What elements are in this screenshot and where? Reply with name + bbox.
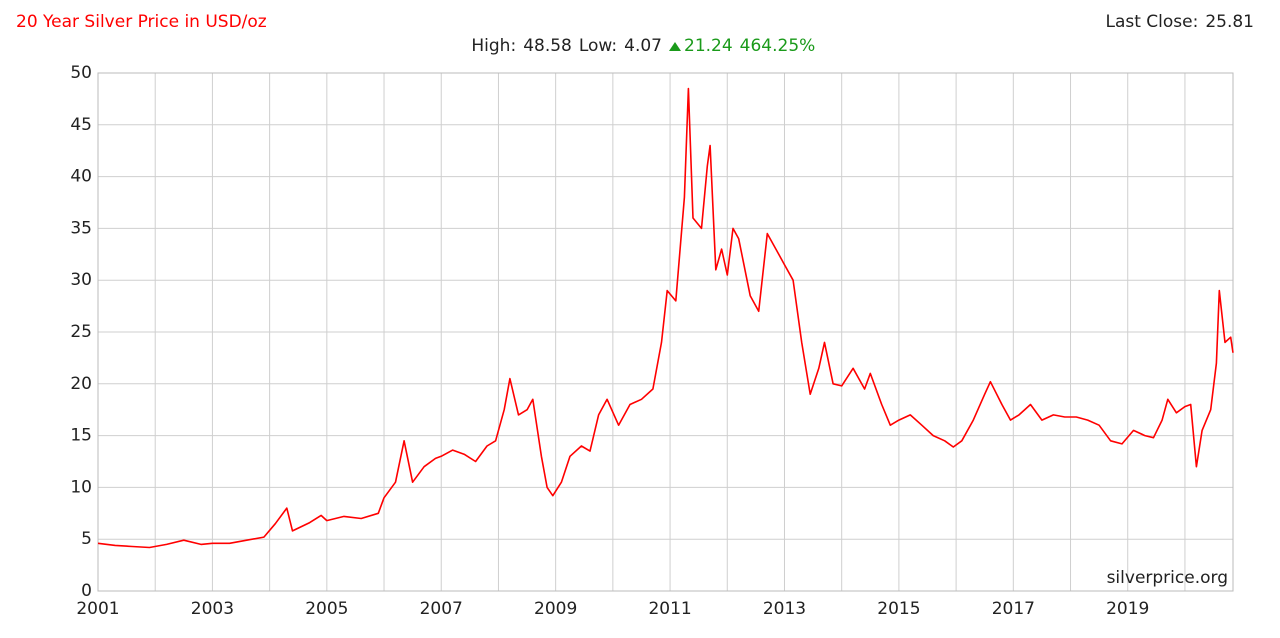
plot-area: 0 5 10 15 20 25 30 35 40 45 50 2001 2003 2005 2007 2009… [70, 63, 1234, 619]
up-arrow [669, 42, 681, 51]
x-tick-label: 2007 [420, 599, 463, 619]
high-value: 48.58 [523, 36, 572, 56]
y-tick-label: 50 [70, 63, 92, 83]
source: silverprice.org [1107, 568, 1228, 588]
x-tick-label: 2011 [648, 599, 691, 619]
y-tick-label: 40 [70, 167, 92, 187]
y-tick-label: 30 [70, 270, 92, 290]
low-label: Low: [579, 36, 617, 56]
y-tick-label: 5 [81, 529, 92, 549]
change-stats: 21.24 464.25% [684, 36, 815, 56]
chart-title: 20 Year Silver Price in USD/oz [16, 12, 267, 32]
last-close-value: 25.81 [1205, 12, 1254, 32]
y-tick-label: 10 [70, 477, 92, 497]
plot-frame [97, 72, 1234, 592]
last-close-label: Last Close: [1105, 12, 1198, 32]
x-tick-label: 2017 [992, 599, 1035, 619]
y-tick-label: 20 [70, 374, 92, 394]
x-tick-label: 2001 [76, 599, 119, 619]
range-stats: High: 48.58 Low: 4.07 [471, 36, 662, 56]
y-tick-label: 35 [70, 218, 92, 238]
x-tick-label: 2013 [763, 599, 806, 619]
last-close: Last Close: 25.81 [1105, 12, 1254, 32]
x-tick-label: 2019 [1106, 599, 1149, 619]
x-tick-label: 2003 [191, 599, 234, 619]
x-tick-label: 2015 [877, 599, 920, 619]
low-value: 4.07 [624, 36, 662, 56]
x-tick-label: 2005 [305, 599, 348, 619]
change-pct: 464.25% [740, 36, 816, 56]
x-tick-label: 2009 [534, 599, 577, 619]
y-tick-label: 25 [70, 322, 92, 342]
price-line [97, 87, 1234, 549]
change-value: 21.24 [684, 36, 733, 56]
y-tick-label: 15 [70, 426, 92, 446]
high-label: High: [471, 36, 516, 56]
y-tick-label: 45 [70, 115, 92, 135]
y-tick-label: 0 [81, 581, 92, 601]
